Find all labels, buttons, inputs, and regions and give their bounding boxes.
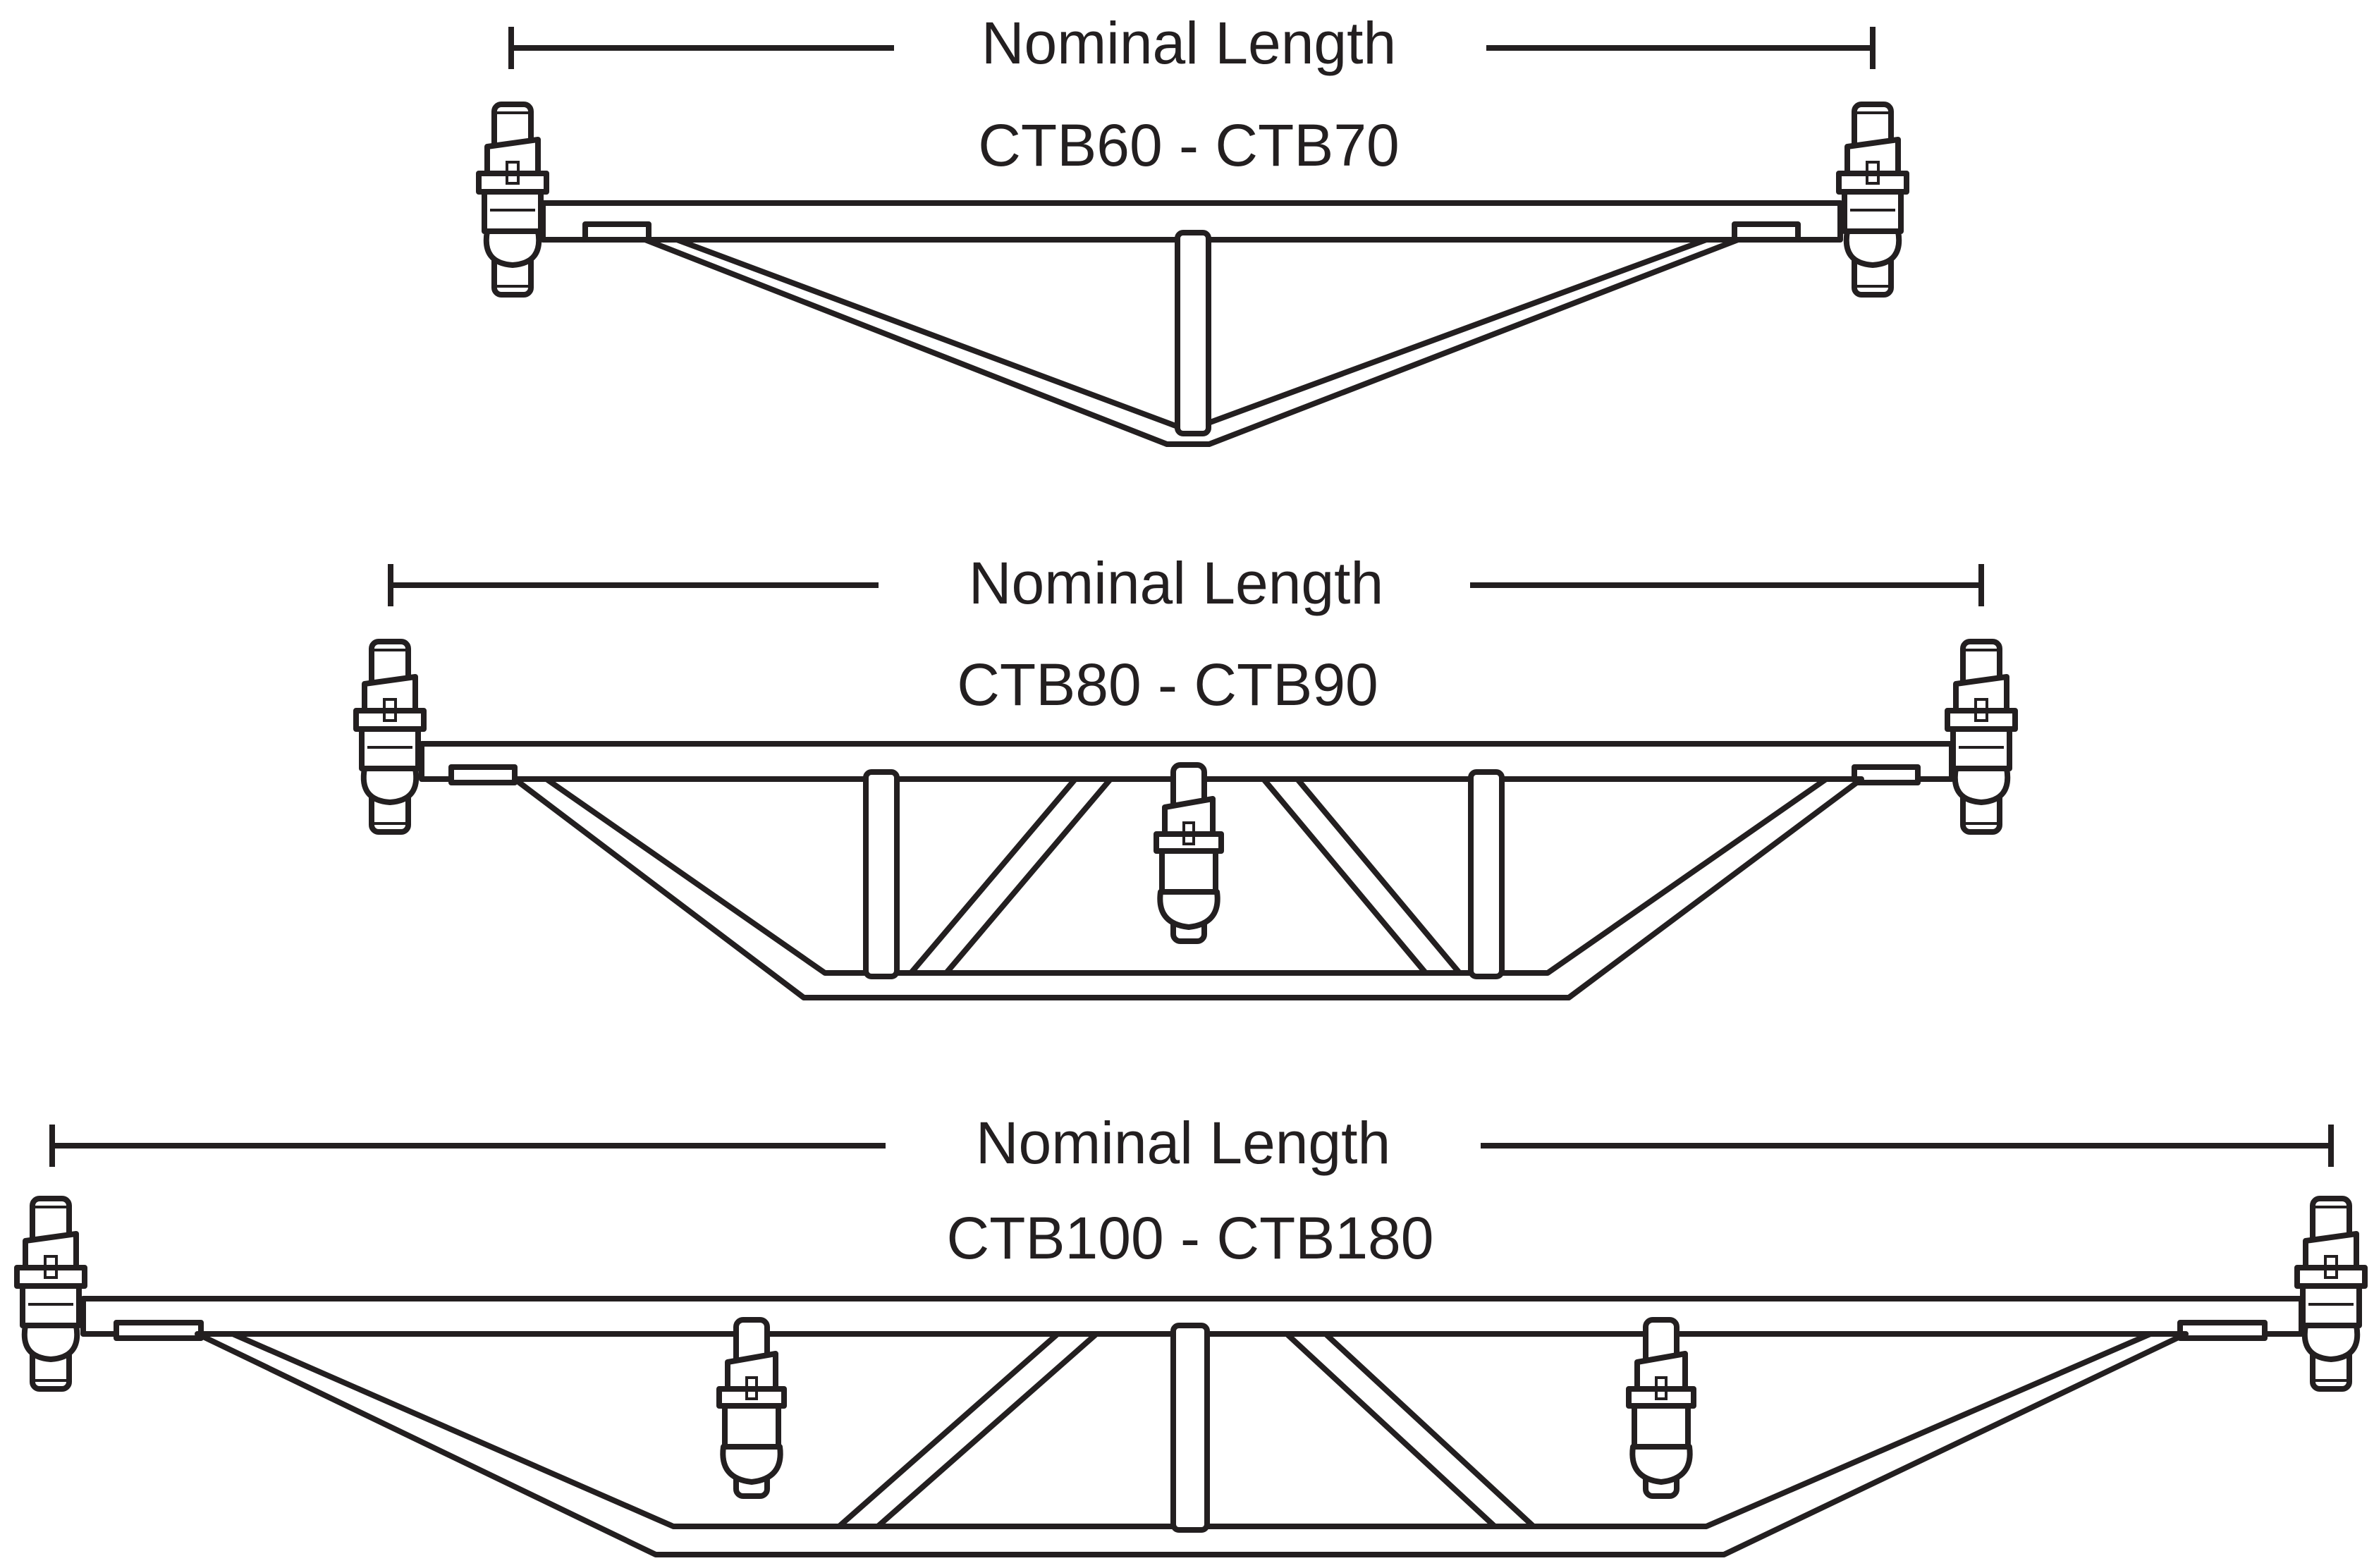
model-label-2: CTB80 - CTB90 xyxy=(957,651,1378,718)
model-label-1: CTB60 - CTB70 xyxy=(978,112,1400,178)
end-clamp-right-3 xyxy=(2297,1199,2365,1389)
mid-clamp-2 xyxy=(1156,765,1221,941)
truss-beam-1 xyxy=(540,200,1843,447)
dimension-line-1 xyxy=(508,27,1876,69)
dimension-label-1: Nominal Length xyxy=(981,10,1396,76)
truss-beam-3 xyxy=(80,1296,2304,1557)
model-label-3: CTB100 - CTB180 xyxy=(947,1205,1434,1271)
truss-beam-2 xyxy=(419,741,1954,1000)
end-clamp-left-2 xyxy=(356,642,424,832)
dimension-line-3 xyxy=(49,1125,2334,1167)
dimension-label-2: Nominal Length xyxy=(969,550,1383,616)
dimension-label-3: Nominal Length xyxy=(976,1110,1390,1176)
end-clamp-left-1 xyxy=(479,104,546,295)
end-clamp-right-1 xyxy=(1839,104,1907,295)
mid-clamp-left-3 xyxy=(719,1320,784,1496)
truss-diagram-ctb80-ctb90: Nominal Length CTB80 - CTB90 xyxy=(356,550,2015,1000)
end-clamp-right-2 xyxy=(1947,642,2015,832)
truss-diagram-ctb100-ctb180: Nominal Length CTB100 - CTB180 xyxy=(17,1110,2365,1557)
truss-diagram-ctb60-ctb70: Nominal Length CTB60 - CTB70 xyxy=(479,10,1907,447)
end-clamp-left-3 xyxy=(17,1199,85,1389)
dimension-line-2 xyxy=(388,564,1984,606)
mid-clamp-right-3 xyxy=(1629,1320,1694,1496)
